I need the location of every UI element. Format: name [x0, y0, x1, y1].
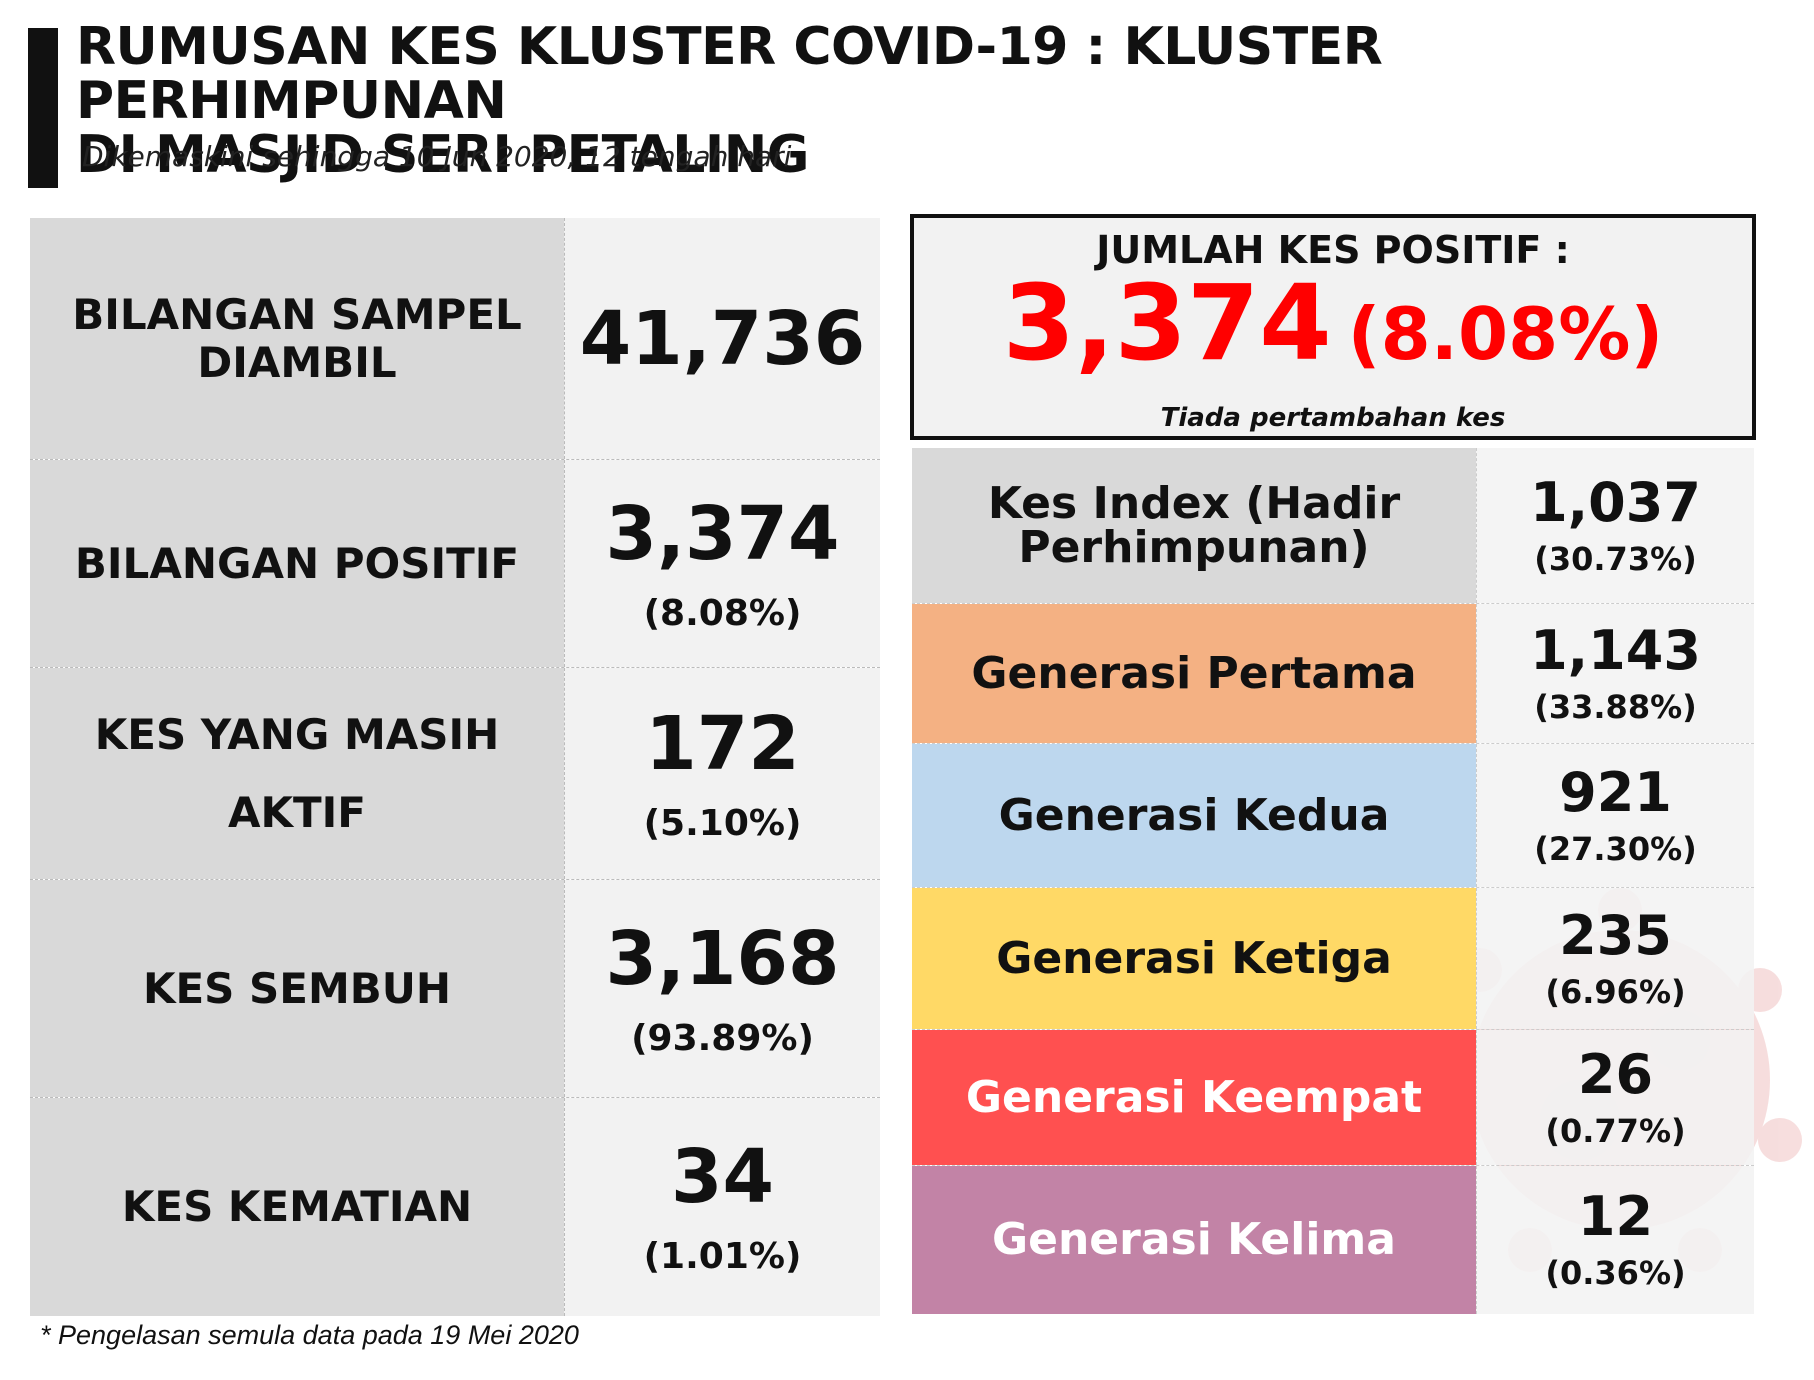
- generation-4-percent: (0.77%): [1545, 1111, 1686, 1150]
- generation-4-cell: 26 (0.77%): [1476, 1030, 1754, 1165]
- index-cases-percent: (30.73%): [1534, 539, 1697, 578]
- total-positive-note: Tiada pertambahan kes: [1160, 403, 1506, 433]
- active-value: 172: [645, 700, 800, 787]
- recovered-label: KES SEMBUH: [30, 880, 564, 1097]
- row-generation-4: Generasi Keempat 26 (0.77%): [912, 1030, 1754, 1166]
- footnote: * Pengelasan semula data pada 19 Mei 202…: [40, 1320, 579, 1350]
- index-cases-cell: 1,037 (30.73%): [1476, 448, 1754, 603]
- generation-3-percent: (6.96%): [1545, 972, 1686, 1011]
- generation-5-value: 12: [1577, 1185, 1654, 1248]
- generation-2-label: Generasi Kedua: [912, 744, 1476, 887]
- samples-taken-label: BILANGAN SAMPEL DIAMBIL: [30, 218, 564, 459]
- row-positive: BILANGAN POSITIF 3,374 (8.08%): [30, 460, 880, 668]
- title-line-1: RUMUSAN KES KLUSTER COVID-19 : KLUSTER P…: [76, 17, 1383, 131]
- row-recovered: KES SEMBUH 3,168 (93.89%): [30, 880, 880, 1098]
- deaths-percent: (1.01%): [643, 1236, 802, 1277]
- total-positive-label: JUMLAH KES POSITIF :: [1096, 228, 1570, 272]
- total-positive-percent: (8.08%): [1347, 292, 1664, 376]
- row-deaths: KES KEMATIAN 34 (1.01%): [30, 1098, 880, 1316]
- recovered-value: 3,168: [605, 915, 840, 1002]
- generation-1-percent: (33.88%): [1534, 687, 1697, 726]
- recovered-percent: (93.89%): [631, 1017, 814, 1059]
- generation-1-value: 1,143: [1530, 618, 1701, 682]
- row-active: KES YANG MASIH AKTIF 172 (5.10%): [30, 668, 880, 880]
- generation-1-label: Generasi Pertama: [912, 604, 1476, 743]
- generation-4-label: Generasi Keempat: [912, 1030, 1476, 1165]
- total-positive-value: 3,374: [1002, 262, 1332, 384]
- active-percent: (5.10%): [643, 802, 802, 844]
- generation-2-percent: (27.30%): [1534, 829, 1697, 868]
- deaths-value: 34: [671, 1134, 774, 1220]
- index-cases-label: Kes Index (Hadir Perhimpunan): [912, 448, 1476, 603]
- generation-1-cell: 1,143 (33.88%): [1476, 604, 1754, 743]
- generation-3-cell: 235 (6.96%): [1476, 888, 1754, 1029]
- samples-taken-cell: 41,736: [564, 218, 880, 459]
- active-label: KES YANG MASIH AKTIF: [30, 668, 564, 879]
- row-index-cases: Kes Index (Hadir Perhimpunan) 1,037 (30.…: [912, 448, 1754, 604]
- row-generation-5: Generasi Kelima 12 (0.36%): [912, 1166, 1754, 1314]
- summary-table: BILANGAN SAMPEL DIAMBIL 41,736 BILANGAN …: [30, 218, 880, 1316]
- index-cases-value: 1,037: [1530, 470, 1701, 534]
- row-samples-taken: BILANGAN SAMPEL DIAMBIL 41,736: [30, 218, 880, 460]
- update-timestamp: Dikemaskini sehingga 10 Jun 2020, 12 ten…: [82, 140, 792, 173]
- deaths-label: KES KEMATIAN: [30, 1098, 564, 1316]
- total-positive-figure: 3,374 (8.08%): [914, 268, 1752, 409]
- generation-2-cell: 921 (27.30%): [1476, 744, 1754, 887]
- generation-5-cell: 12 (0.36%): [1476, 1166, 1754, 1314]
- generation-3-value: 235: [1559, 903, 1672, 967]
- generation-4-value: 26: [1577, 1042, 1654, 1106]
- positive-label: BILANGAN POSITIF: [30, 460, 564, 667]
- active-cell: 172 (5.10%): [564, 668, 880, 879]
- positive-percent: (8.08%): [643, 592, 802, 634]
- positive-cell: 3,374 (8.08%): [564, 460, 880, 667]
- page-title: RUMUSAN KES KLUSTER COVID-19 : KLUSTER P…: [76, 20, 1796, 182]
- row-generation-2: Generasi Kedua 921 (27.30%): [912, 744, 1754, 888]
- positive-value: 3,374: [605, 490, 840, 577]
- row-generation-3: Generasi Ketiga 235 (6.96%): [912, 888, 1754, 1030]
- samples-taken-value: 41,736: [579, 295, 866, 382]
- total-positive-box: JUMLAH KES POSITIF : 3,374 (8.08%) Tiada …: [910, 214, 1756, 440]
- generation-5-label: Generasi Kelima: [912, 1166, 1476, 1314]
- generation-2-value: 921: [1559, 760, 1672, 824]
- generation-3-label: Generasi Ketiga: [912, 888, 1476, 1029]
- title-accent-bar: [28, 28, 58, 188]
- generation-5-percent: (0.36%): [1545, 1254, 1686, 1292]
- row-generation-1: Generasi Pertama 1,143 (33.88%): [912, 604, 1754, 744]
- deaths-cell: 34 (1.01%): [564, 1098, 880, 1316]
- title-line-2: DI MASJID SERI PETALING: [76, 125, 809, 185]
- recovered-cell: 3,168 (93.89%): [564, 880, 880, 1097]
- generation-table: Kes Index (Hadir Perhimpunan) 1,037 (30.…: [912, 448, 1754, 1314]
